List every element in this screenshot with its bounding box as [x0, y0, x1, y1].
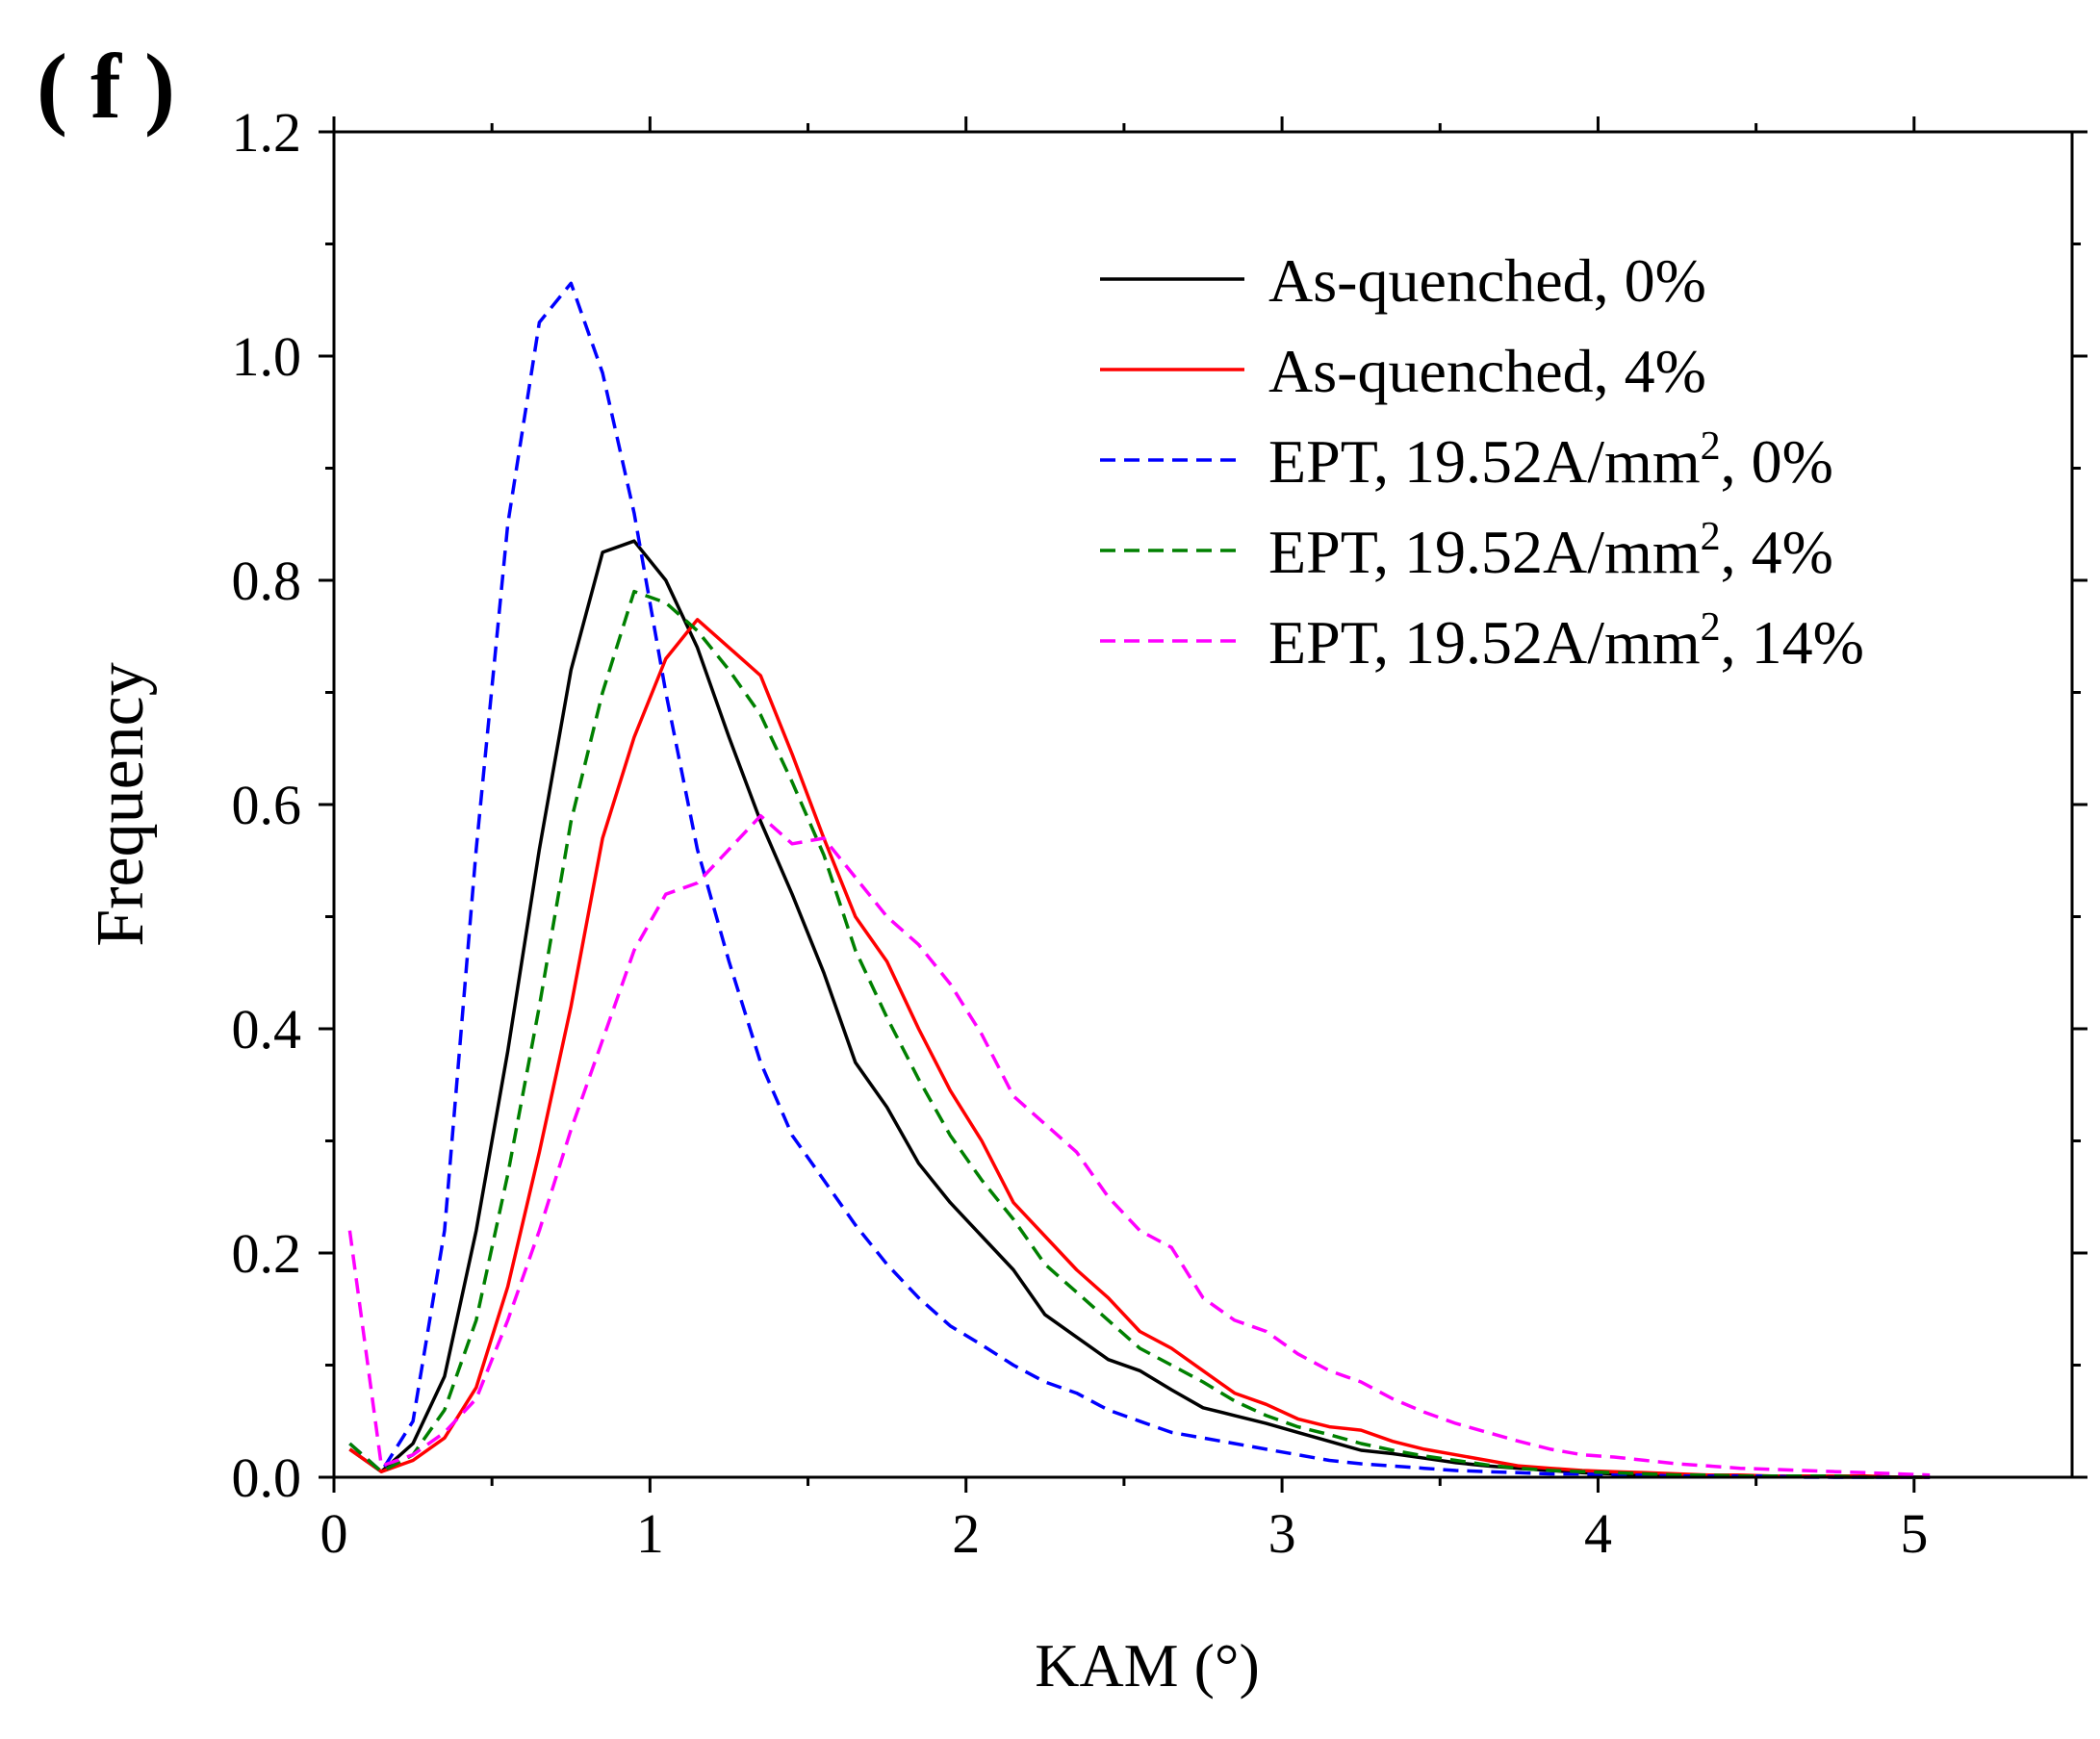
y-axis-label: Frequency	[84, 662, 158, 946]
x-tick-label: 5	[1900, 1502, 1928, 1565]
y-tick-label: 1.0	[232, 325, 302, 388]
y-tick-label: 0.8	[232, 550, 302, 612]
legend-label-5: EPT, 19.52A/mm2, 14%	[1268, 605, 1864, 677]
y-tick-label: 0.6	[232, 774, 302, 836]
y-tick-label: 1.2	[232, 101, 302, 164]
legend-label-4: EPT, 19.52A/mm2, 4%	[1268, 515, 1833, 586]
plot-frame	[332, 130, 2074, 1479]
legend-label-2: As-quenched, 4%	[1268, 337, 1706, 405]
legend-label-1: As-quenched, 0%	[1268, 246, 1706, 315]
series-line-4	[348, 589, 1931, 1479]
x-tick-label: 0	[320, 1502, 348, 1565]
x-axis-label: KAM (°)	[1035, 1631, 1260, 1700]
x-tick-label: 1	[636, 1502, 664, 1565]
legend: As-quenched, 0% As-quenched, 4% EPT, 19.52…	[1100, 246, 1864, 677]
x-tick-label: 3	[1268, 1502, 1296, 1565]
series-lines	[347, 281, 1931, 1479]
y-tick-label: 0.2	[232, 1222, 302, 1285]
y-tick-label: 0.0	[232, 1446, 302, 1509]
tick-labels: 0 1 2 3 4 5 0.0 0.2 0.4 0.6 0.8 1.0 1.2	[232, 101, 1929, 1565]
series-line-5	[347, 813, 1931, 1477]
x-tick-label: 4	[1584, 1502, 1612, 1565]
panel-label: ( f )	[37, 35, 175, 138]
x-tick-label: 2	[952, 1502, 980, 1565]
axis-ticks	[319, 116, 2087, 1493]
legend-label-3: EPT, 19.52A/mm2, 0%	[1268, 424, 1833, 496]
y-tick-label: 0.4	[232, 998, 302, 1061]
series-line-1	[348, 539, 1931, 1479]
